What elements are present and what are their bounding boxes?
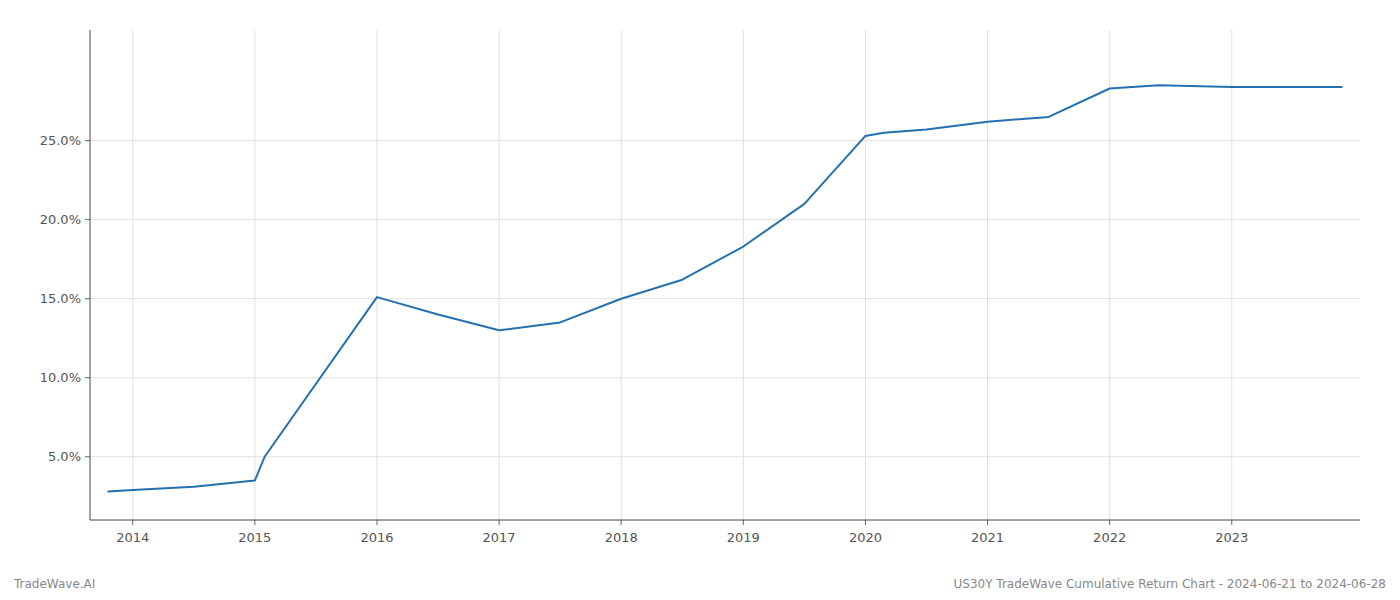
x-tick [499,520,500,525]
y-tick-label: 5.0% [48,449,81,464]
x-grid-line [865,30,866,520]
x-tick-label: 2022 [1093,530,1126,545]
y-tick-label: 15.0% [40,291,81,306]
x-tick-label: 2014 [116,530,149,545]
x-tick [254,520,255,525]
background [0,0,1400,600]
y-tick [85,219,90,220]
plot-area [108,85,1341,491]
x-tick-label: 2020 [849,530,882,545]
x-grid-line [987,30,988,520]
x-grid-line [132,30,133,520]
y-tick-label: 10.0% [40,370,81,385]
y-grid-line [90,377,1360,378]
x-grid-line [499,30,500,520]
y-tick [85,456,90,457]
y-tick [85,140,90,141]
y-tick [85,298,90,299]
x-grid-line [1231,30,1232,520]
x-tick-label: 2017 [483,530,516,545]
axes: 2014 2015 2016 2017 2018 2019 2020 2021 2022 2023… [40,30,1360,545]
grid [90,30,1360,520]
x-tick-label: 2016 [360,530,393,545]
footer-right: US30Y TradeWave Cumulative Return Chart … [954,577,1386,591]
x-tick-label: 2023 [1215,530,1248,545]
y-tick [85,377,90,378]
chart-svg: 2014 2015 2016 2017 2018 2019 2020 2021 2022 2023… [0,0,1400,600]
x-tick [865,520,866,525]
footer: TradeWave.AI US30Y TradeWave Cumulative R… [13,577,1386,591]
x-tick [376,520,377,525]
y-tick-label: 25.0% [40,133,81,148]
x-tick [621,520,622,525]
line-series [108,85,1341,491]
y-axis-line [90,30,91,520]
x-tick [132,520,133,525]
x-grid-line [254,30,255,520]
x-tick [1231,520,1232,525]
x-tick-label: 2019 [727,530,760,545]
x-grid-line [743,30,744,520]
y-grid-line [90,219,1360,220]
x-tick-label: 2021 [971,530,1004,545]
y-grid-line [90,298,1360,299]
y-tick-label: 20.0% [40,212,81,227]
x-axis-line [90,520,1360,521]
x-grid-line [1109,30,1110,520]
x-tick-label: 2015 [238,530,271,545]
x-tick [743,520,744,525]
x-tick [987,520,988,525]
y-grid-line [90,456,1360,457]
x-tick-label: 2018 [605,530,638,545]
x-grid-line [621,30,622,520]
y-grid-line [90,140,1360,141]
x-grid-line [376,30,377,520]
chart-container: 2014 2015 2016 2017 2018 2019 2020 2021 2022 2023… [0,0,1400,600]
x-tick [1109,520,1110,525]
footer-left: TradeWave.AI [13,577,95,591]
